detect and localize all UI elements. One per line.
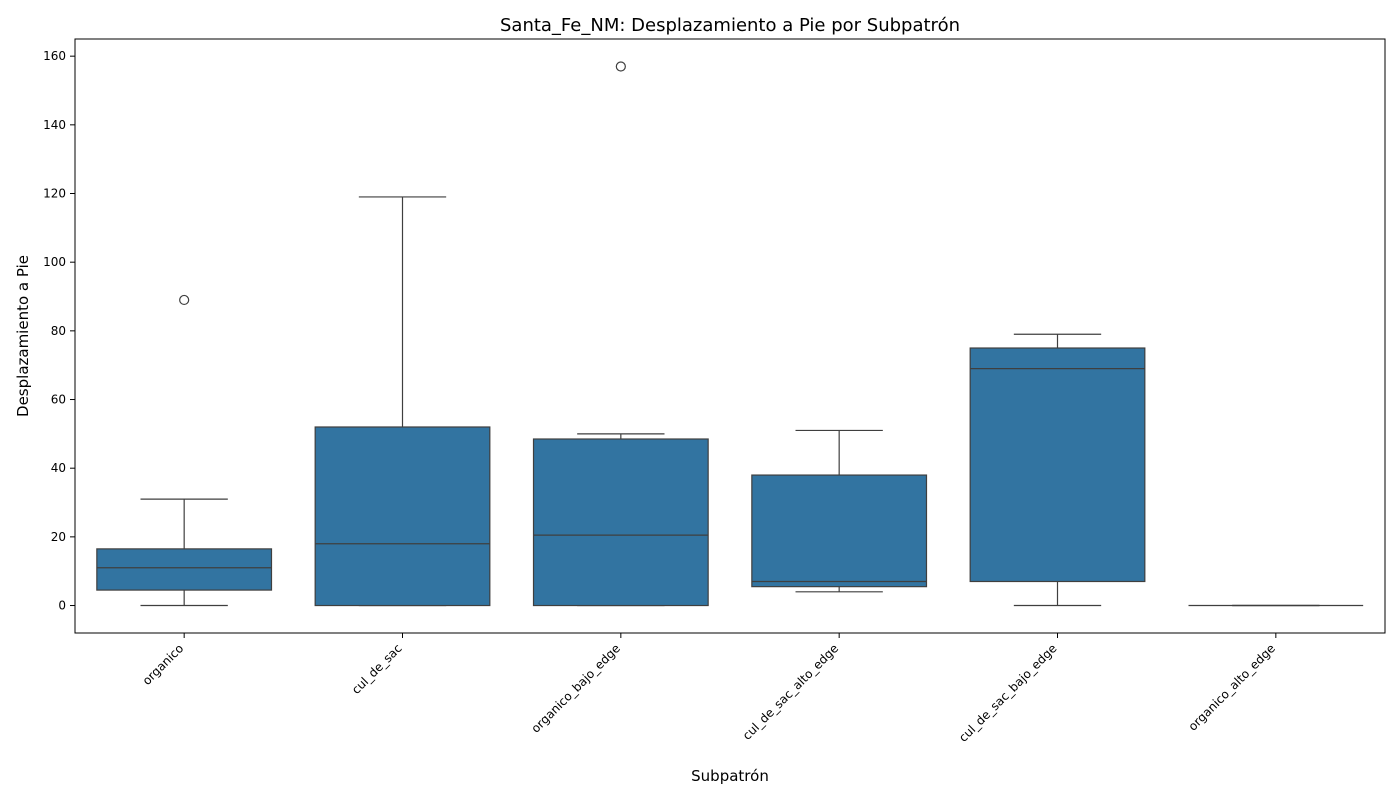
- x-tick-label: organico: [140, 641, 187, 688]
- y-tick-label: 160: [43, 49, 66, 63]
- x-tick-label: cul_de_sac: [349, 641, 405, 697]
- box-organico: [96, 294, 273, 607]
- x-tick-label: organico_alto_edge: [1186, 641, 1278, 733]
- x-tick-label: cul_de_sac_bajo_edge: [956, 641, 1060, 745]
- boxes-group: [96, 61, 1364, 607]
- outlier-point: [179, 294, 190, 306]
- y-tick-label: 80: [51, 324, 66, 338]
- y-tick-label: 20: [51, 530, 66, 544]
- y-axis-label: Desplazamiento a Pie: [14, 255, 32, 417]
- iqr-box: [532, 438, 709, 607]
- iqr-box: [96, 548, 273, 591]
- iqr-box: [314, 426, 491, 607]
- y-tick-label: 60: [51, 393, 66, 407]
- iqr-box: [969, 347, 1146, 583]
- y-tick-label: 140: [43, 118, 66, 132]
- y-tick-label: 100: [43, 255, 66, 269]
- chart-title: Santa_Fe_NM: Desplazamiento a Pie por Su…: [500, 15, 960, 36]
- x-axis-label: Subpatrón: [691, 767, 769, 785]
- y-tick-label: 0: [58, 599, 66, 613]
- plot-area: [74, 38, 1386, 634]
- outlier-point: [615, 61, 626, 72]
- x-axis: organico cul_de_sac organico_bajo_edge cul_…: [140, 633, 1278, 745]
- x-tick-label: organico_bajo_edge: [529, 641, 623, 735]
- box-cul_de_sac_bajo_edge: [969, 333, 1146, 607]
- iqr-box: [751, 474, 928, 588]
- x-tick-label: cul_de_sac_alto_edge: [740, 641, 841, 742]
- box-organico_bajo_edge: [532, 61, 709, 607]
- y-tick-label: 120: [43, 187, 66, 201]
- y-axis: 0 20 40 60 80 100 120 140 160: [43, 49, 75, 613]
- box-cul_de_sac: [314, 196, 491, 607]
- box-cul_de_sac_alto_edge: [751, 429, 928, 593]
- y-tick-label: 40: [51, 461, 66, 475]
